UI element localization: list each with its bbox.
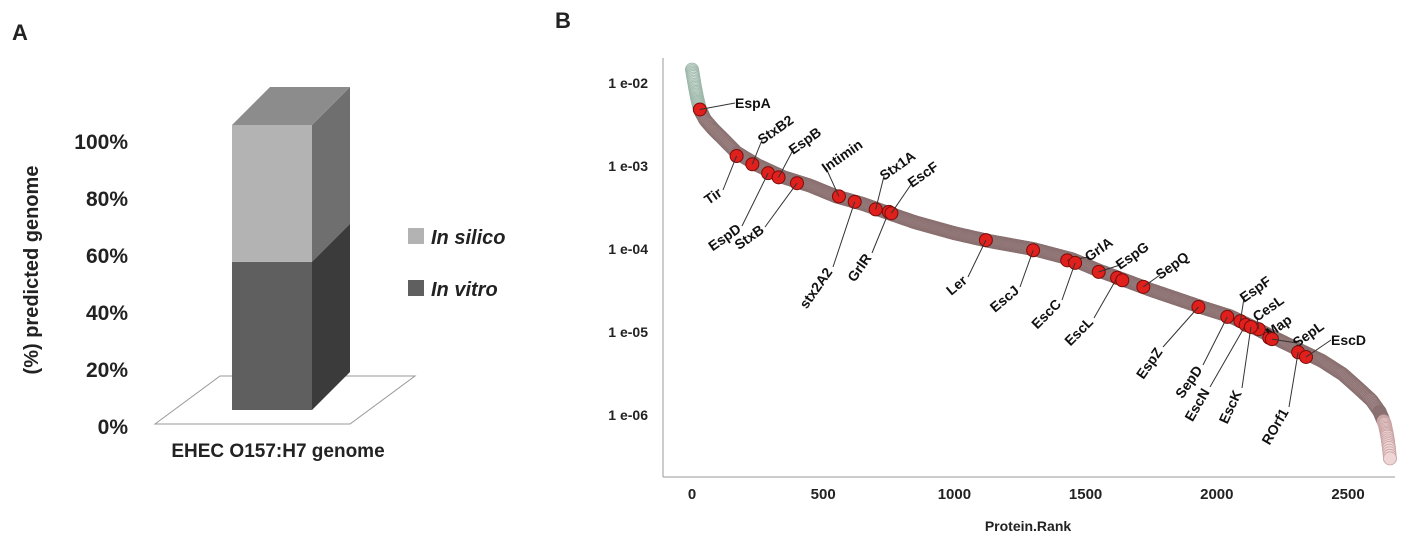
b-highlight-label: EspG	[1113, 238, 1152, 272]
a-bar-side-in-vitro	[312, 223, 350, 410]
b-highlight-label: GrlA	[1082, 234, 1116, 265]
a-y-tick-label: 0%	[98, 416, 129, 439]
a-legend-label: In silico	[431, 227, 505, 249]
b-highlight-label: Ler	[943, 272, 970, 299]
b-label-leader	[1209, 324, 1247, 388]
b-x-tick-label: 1500	[1069, 486, 1102, 503]
b-y-tick-label: 1 e-05	[608, 324, 648, 340]
b-label-leader	[891, 182, 913, 214]
b-label-leader	[722, 155, 738, 191]
a-legend-label: In vitro	[431, 279, 498, 301]
b-x-tick-label: 2500	[1331, 486, 1364, 503]
a-y-tick-label: 60%	[86, 245, 128, 268]
b-highlight-label: EspA	[735, 95, 771, 111]
b-highlight-label: Tir	[701, 184, 725, 208]
b-x-tick-label: 0	[688, 486, 696, 503]
b-y-tick-label: 1 e-03	[608, 158, 648, 174]
b-label-leader	[741, 172, 769, 227]
panel-b-scatter: 1 e-02 1 e-03 1 e-04 1 e-05 1 e-06 0 500 1000 1…	[608, 58, 1397, 534]
a-y-axis-label: (%) predicted genome	[21, 166, 43, 375]
b-label-leader	[751, 139, 763, 165]
b-label-leader	[1098, 264, 1121, 273]
b-highlight-label: EspB	[786, 124, 825, 158]
b-label-leader	[825, 167, 840, 197]
panel-a-label: A	[12, 20, 28, 45]
b-label-leader	[1061, 262, 1076, 301]
b-label-leader	[1239, 297, 1245, 322]
b-highlight-label: EscK	[1215, 388, 1244, 427]
panel-b-label: B	[555, 8, 571, 33]
b-label-leader	[778, 149, 794, 178]
b-label-leader	[967, 239, 987, 278]
a-category-label: EHEC O157:H7 genome	[171, 441, 384, 462]
a-legend-swatch	[408, 280, 424, 296]
b-label-leader	[871, 211, 890, 254]
b-highlight-point	[1115, 273, 1130, 288]
b-highlight-label: Intimin	[819, 136, 866, 175]
panel-a-stacked-bar: (%) predicted genome 0%20%40%60%80%100% …	[21, 87, 505, 462]
b-highlight-label: EscJ	[987, 282, 1022, 315]
b-highlight-label: EspZ	[1133, 344, 1166, 382]
b-label-leader	[699, 102, 736, 110]
a-y-tick-label: 80%	[86, 188, 128, 211]
b-label-leader	[1143, 274, 1161, 288]
b-label-leader	[1162, 306, 1199, 348]
a-legend-swatch	[408, 228, 424, 244]
a-y-tick-label: 20%	[86, 359, 128, 382]
b-highlight-label: stx2A2	[796, 264, 836, 311]
b-label-leader	[875, 175, 885, 210]
b-label-leader	[1271, 338, 1298, 344]
b-label-leader	[1202, 316, 1228, 366]
b-y-tick-label: 1 e-04	[608, 241, 648, 257]
a-bar-side-in-silico	[312, 87, 350, 262]
a-bar-top	[232, 87, 350, 125]
b-label-leader	[832, 201, 856, 268]
a-y-tick-label: 40%	[86, 302, 128, 325]
b-label-leader	[764, 182, 798, 228]
b-label-leader	[1241, 326, 1252, 389]
b-label-leader	[1288, 352, 1299, 408]
b-highlight-label: ROrf1	[1258, 405, 1291, 447]
b-y-tick-label: 1 e-02	[608, 75, 648, 91]
b-highlight-label: GrlR	[844, 251, 875, 285]
a-bar-front-in-vitro	[232, 261, 312, 410]
b-x-tick-label: 2000	[1200, 486, 1233, 503]
b-label-leader	[1305, 339, 1332, 358]
b-label-leader	[1256, 316, 1260, 330]
b-x-tick-label: 500	[811, 486, 836, 503]
b-protein-point	[1383, 451, 1397, 466]
b-label-leader	[1093, 277, 1118, 319]
a-bar-front-in-silico	[232, 125, 312, 262]
b-highlight-label: SepL	[1290, 317, 1328, 350]
b-highlight-label: EscD	[1331, 332, 1366, 348]
b-label-leader	[1019, 250, 1034, 288]
b-x-axis-label: Protein.Rank	[985, 518, 1072, 534]
a-y-tick-label: 100%	[74, 131, 128, 154]
b-highlight-label: EscC	[1028, 296, 1064, 332]
b-y-tick-label: 1 e-06	[608, 407, 648, 423]
b-highlight-label: SepQ	[1153, 248, 1192, 282]
b-x-tick-label: 1000	[938, 486, 971, 503]
b-highlight-label: EscL	[1061, 313, 1096, 348]
